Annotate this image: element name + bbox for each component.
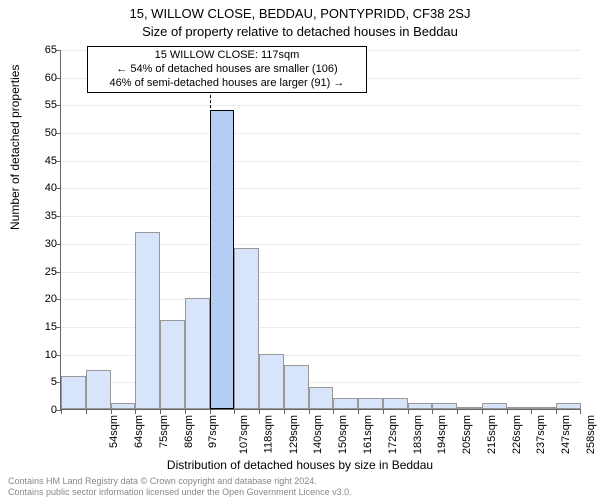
x-tick-label: 161sqm bbox=[362, 415, 374, 454]
y-axis-label: Number of detached properties bbox=[8, 65, 22, 230]
x-tick-label: 64sqm bbox=[133, 415, 145, 448]
x-tick-label: 194sqm bbox=[436, 415, 448, 454]
bar bbox=[160, 320, 185, 409]
annotation-line-1: 15 WILLOW CLOSE: 117sqm bbox=[92, 49, 362, 63]
x-tick-label: 97sqm bbox=[207, 415, 219, 448]
x-tick-label: 150sqm bbox=[337, 415, 349, 454]
x-tick-label: 107sqm bbox=[238, 415, 250, 454]
x-tick-mark bbox=[61, 409, 62, 414]
bar bbox=[556, 403, 581, 409]
x-tick-label: 140sqm bbox=[313, 415, 325, 454]
x-tick-label: 75sqm bbox=[158, 415, 170, 448]
bar bbox=[284, 365, 309, 409]
x-tick-mark bbox=[309, 409, 310, 414]
x-tick-label: 172sqm bbox=[387, 415, 399, 454]
bar bbox=[309, 387, 334, 409]
bar bbox=[383, 398, 408, 409]
annotation-box: 15 WILLOW CLOSE: 117sqm← 54% of detached… bbox=[87, 46, 367, 93]
bar bbox=[457, 407, 482, 409]
x-tick-mark bbox=[210, 409, 211, 414]
bar bbox=[531, 407, 556, 409]
x-tick-mark bbox=[135, 409, 136, 414]
footer-line-1: Contains HM Land Registry data © Crown c… bbox=[8, 476, 352, 487]
x-tick-mark bbox=[111, 409, 112, 414]
plot-area: 0510152025303540455055606554sqm64sqm75sq… bbox=[60, 50, 580, 410]
bar bbox=[358, 398, 383, 409]
footer-attribution: Contains HM Land Registry data © Crown c… bbox=[8, 476, 352, 498]
annotation-line-3: 46% of semi-detached houses are larger (… bbox=[92, 77, 362, 91]
x-tick-mark bbox=[284, 409, 285, 414]
chart-title: 15, WILLOW CLOSE, BEDDAU, PONTYPRIDD, CF… bbox=[0, 6, 600, 21]
bar bbox=[234, 248, 259, 409]
x-tick-mark bbox=[556, 409, 557, 414]
bar-highlight bbox=[210, 110, 235, 409]
x-tick-mark bbox=[457, 409, 458, 414]
x-tick-mark bbox=[580, 409, 581, 414]
x-tick-mark bbox=[383, 409, 384, 414]
bar bbox=[86, 370, 111, 409]
bar bbox=[333, 398, 358, 409]
bar bbox=[482, 403, 507, 409]
bar bbox=[61, 376, 86, 409]
x-tick-mark bbox=[432, 409, 433, 414]
bar bbox=[259, 354, 284, 409]
x-tick-label: 118sqm bbox=[262, 415, 274, 453]
bar bbox=[432, 403, 457, 409]
footer-line-2: Contains public sector information licen… bbox=[8, 487, 352, 498]
x-tick-mark bbox=[259, 409, 260, 414]
x-tick-mark bbox=[358, 409, 359, 414]
x-tick-label: 215sqm bbox=[486, 415, 498, 454]
bar bbox=[111, 403, 136, 409]
bar bbox=[408, 403, 433, 409]
bar bbox=[135, 232, 160, 409]
bar bbox=[185, 298, 210, 409]
bars-layer bbox=[61, 50, 580, 409]
x-tick-mark bbox=[185, 409, 186, 414]
x-tick-mark bbox=[86, 409, 87, 414]
x-tick-mark bbox=[408, 409, 409, 414]
x-tick-label: 247sqm bbox=[560, 415, 572, 454]
x-tick-label: 205sqm bbox=[461, 415, 473, 454]
x-tick-label: 129sqm bbox=[288, 415, 300, 454]
x-tick-label: 183sqm bbox=[412, 415, 424, 454]
x-tick-label: 54sqm bbox=[108, 415, 120, 448]
annotation-line-2: ← 54% of detached houses are smaller (10… bbox=[92, 63, 362, 77]
x-axis-label: Distribution of detached houses by size … bbox=[0, 458, 600, 472]
x-tick-mark bbox=[482, 409, 483, 414]
bar bbox=[507, 407, 532, 409]
x-tick-mark bbox=[507, 409, 508, 414]
x-tick-mark bbox=[531, 409, 532, 414]
x-tick-label: 86sqm bbox=[183, 415, 195, 448]
x-tick-label: 226sqm bbox=[511, 415, 523, 454]
chart-subtitle: Size of property relative to detached ho… bbox=[0, 24, 600, 39]
x-tick-label: 258sqm bbox=[585, 415, 597, 454]
x-tick-mark bbox=[160, 409, 161, 414]
x-tick-mark bbox=[333, 409, 334, 414]
chart-container: 15, WILLOW CLOSE, BEDDAU, PONTYPRIDD, CF… bbox=[0, 0, 600, 500]
highlight-line bbox=[210, 50, 211, 409]
x-tick-mark bbox=[234, 409, 235, 414]
x-tick-label: 237sqm bbox=[535, 415, 547, 454]
